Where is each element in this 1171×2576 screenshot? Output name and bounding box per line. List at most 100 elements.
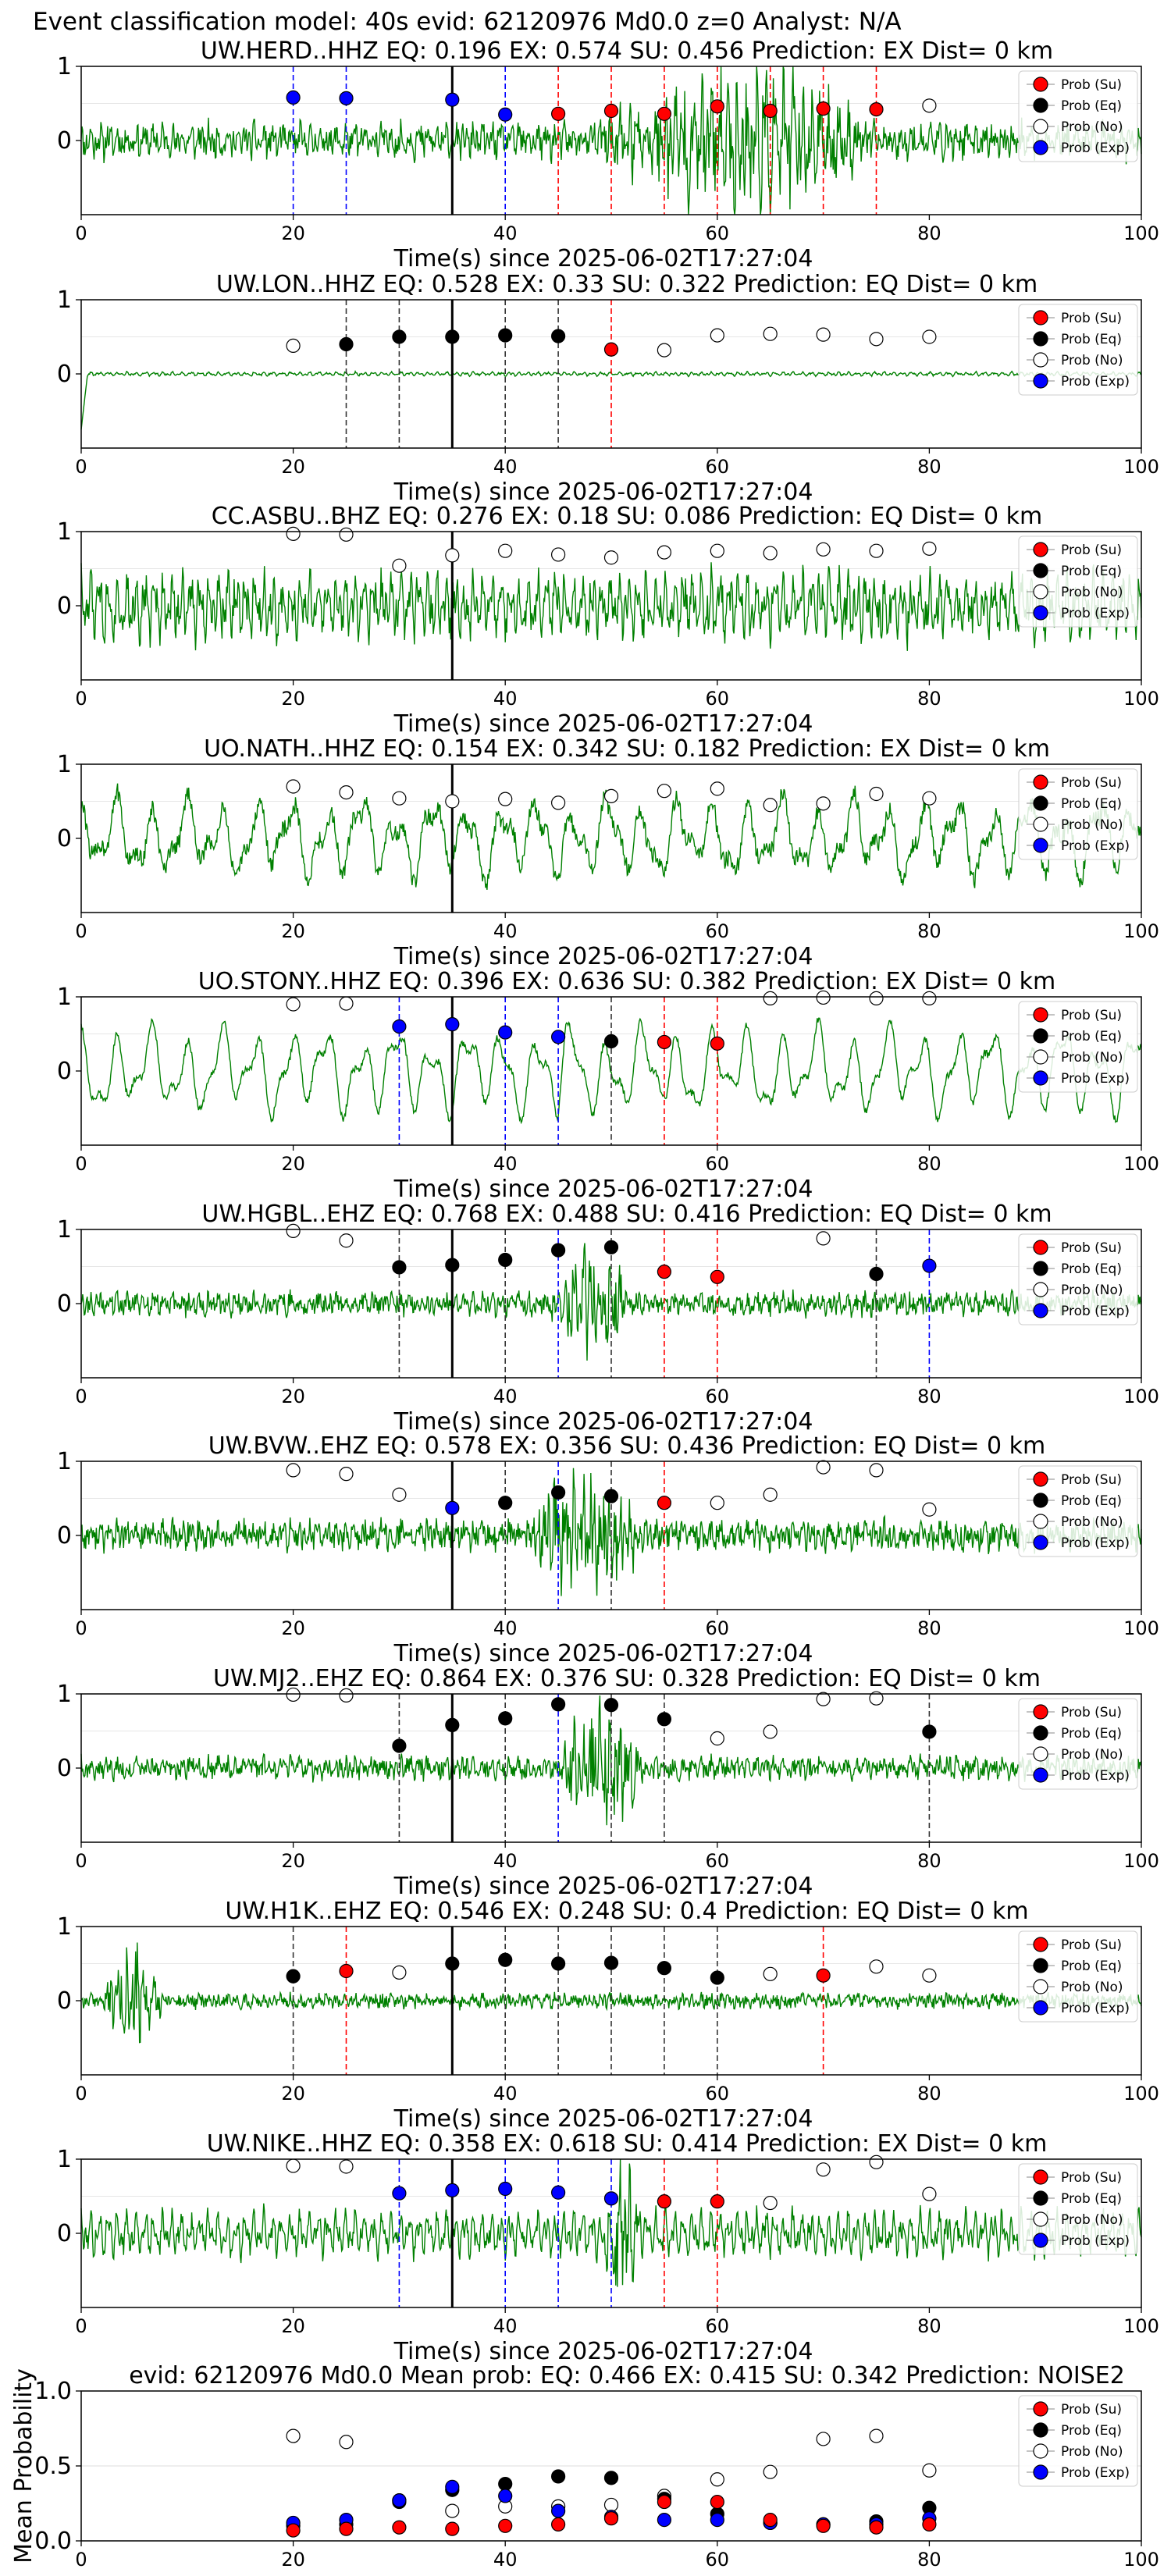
prob-marker bbox=[498, 792, 513, 806]
legend-label: Prob (No) bbox=[1061, 585, 1123, 600]
prob-marker bbox=[286, 1463, 301, 1478]
prob-marker bbox=[869, 991, 884, 1006]
y-tick-label: 1 bbox=[57, 1448, 72, 1475]
legend-marker bbox=[1033, 76, 1048, 92]
prob-marker bbox=[869, 1266, 884, 1282]
legend-box bbox=[1018, 1233, 1138, 1325]
x-tick-label: 20 bbox=[281, 688, 305, 710]
x-tick-label: 0 bbox=[75, 1386, 87, 1407]
mean-prob-marker bbox=[550, 2469, 566, 2484]
prob-marker bbox=[816, 2162, 831, 2177]
prob-marker bbox=[550, 547, 566, 562]
panel: 0 20 40 60 80 100 1 0 UW.LON..HHZ EQ: 0.528 EX: … bbox=[57, 271, 1159, 506]
y-tick-label: 1 bbox=[57, 984, 72, 1011]
x-tick-label: 20 bbox=[281, 456, 305, 478]
panel-title: UW.H1K..EHZ EQ: 0.546 EX: 0.248 SU: 0.4 … bbox=[225, 1898, 1028, 1925]
x-tick-label: 40 bbox=[493, 2315, 518, 2337]
prob-marker bbox=[763, 103, 778, 119]
y-tick-label: 1 bbox=[57, 751, 72, 778]
prob-marker bbox=[922, 541, 937, 556]
legend-box bbox=[1018, 1465, 1138, 1557]
prob-marker bbox=[922, 1502, 937, 1517]
panel: 0 20 40 60 80 100 1 0 UW.HERD..HHZ EQ: 0.196 EX:… bbox=[57, 37, 1159, 272]
x-tick-label: 60 bbox=[706, 456, 730, 478]
prob-marker bbox=[286, 1969, 301, 1984]
prob-marker bbox=[816, 101, 831, 116]
legend-label: Prob (Exp) bbox=[1061, 2465, 1130, 2481]
mean-prob-marker bbox=[657, 2494, 672, 2510]
legend-marker bbox=[1033, 1070, 1048, 1086]
x-axis-label: Time(s) since 2025-06-02T17:27:04 bbox=[393, 479, 813, 506]
legend-label: Prob (No) bbox=[1061, 1283, 1123, 1298]
legend-box bbox=[1018, 2395, 1138, 2487]
legend-label: Prob (Su) bbox=[1061, 1937, 1122, 1953]
mean-prob-marker bbox=[869, 2428, 884, 2443]
mean-prob-marker bbox=[498, 2518, 513, 2533]
x-axis-label: Time(s) since 2025-06-02T17:27:04 bbox=[393, 710, 813, 738]
prob-marker bbox=[763, 798, 778, 813]
prob-marker bbox=[869, 1691, 884, 1706]
prob-marker bbox=[445, 548, 460, 563]
x-tick-label: 60 bbox=[706, 1386, 730, 1407]
x-tick-label: 0 bbox=[75, 456, 87, 478]
legend-marker bbox=[1033, 1007, 1048, 1023]
legend-label: Prob (Su) bbox=[1061, 1705, 1122, 1720]
prob-marker bbox=[286, 779, 301, 794]
legend-marker bbox=[1033, 2422, 1048, 2438]
prob-marker bbox=[392, 1260, 407, 1275]
prob-marker bbox=[286, 526, 301, 541]
mean-prob-marker bbox=[657, 2513, 672, 2528]
x-tick-label: 0 bbox=[75, 222, 87, 244]
y-tick-label: 1 bbox=[57, 518, 72, 546]
x-tick-label: 80 bbox=[917, 688, 941, 710]
x-tick-label: 100 bbox=[1123, 2549, 1159, 2571]
prob-marker bbox=[922, 1968, 937, 1983]
x-tick-label: 100 bbox=[1123, 1850, 1159, 1872]
legend-marker bbox=[1033, 1704, 1048, 1720]
legend-marker bbox=[1033, 817, 1048, 832]
legend-label: Prob (Exp) bbox=[1061, 2233, 1130, 2249]
prob-marker bbox=[339, 785, 354, 800]
mean-prob-marker bbox=[922, 2463, 937, 2478]
prob-marker bbox=[445, 794, 460, 809]
mean-prob-marker bbox=[816, 2518, 831, 2533]
panel: 0 20 40 60 80 100 1 0 UW.H1K..EHZ EQ: 0.546 EX: … bbox=[57, 1898, 1159, 2133]
waveform-trace bbox=[80, 1017, 1142, 1125]
prob-marker bbox=[286, 1223, 301, 1239]
legend-label: Prob (No) bbox=[1061, 1980, 1123, 1995]
legend-label: Prob (Exp) bbox=[1061, 374, 1130, 390]
mean-prob-marker bbox=[339, 2435, 354, 2450]
prob-marker bbox=[550, 795, 566, 810]
legend-label: Prob (Eq) bbox=[1061, 1261, 1122, 1277]
legend-label: Prob (No) bbox=[1061, 2444, 1123, 2460]
legend-marker bbox=[1033, 1282, 1048, 1297]
prob-marker bbox=[286, 338, 301, 353]
x-tick-label: 100 bbox=[1123, 1153, 1159, 1175]
prob-marker bbox=[286, 1687, 301, 1703]
panel: 0 20 40 60 80 100 1 0 UW.BVW..EHZ EQ: 0.578 EX: … bbox=[57, 1432, 1159, 1667]
panel: 0 20 40 60 80 100 1 0 UW.NIKE..HHZ EQ: 0.358 EX:… bbox=[57, 2130, 1159, 2365]
legend-box bbox=[1018, 1698, 1138, 1790]
legend-box bbox=[1018, 70, 1138, 162]
mean-prob-marker bbox=[603, 2471, 619, 2485]
panel-title: UW.NIKE..HHZ EQ: 0.358 EX: 0.618 SU: 0.4… bbox=[207, 2130, 1048, 2158]
prob-marker bbox=[550, 1697, 566, 1712]
prob-marker bbox=[710, 328, 724, 343]
x-tick-label: 80 bbox=[917, 2315, 941, 2337]
legend-label: Prob (No) bbox=[1061, 1747, 1123, 1763]
prob-marker bbox=[657, 1961, 672, 1976]
x-axis-label: Time(s) since 2025-06-02T17:27:04 bbox=[393, 1873, 813, 1900]
legend-marker bbox=[1033, 542, 1048, 557]
legend-marker bbox=[1033, 2000, 1048, 2016]
prob-marker bbox=[869, 786, 884, 802]
legend-marker bbox=[1033, 2211, 1048, 2227]
prob-marker bbox=[763, 1724, 778, 1739]
prob-marker bbox=[603, 342, 619, 357]
prob-marker bbox=[339, 1963, 354, 1979]
y-tick-label: 0 bbox=[57, 592, 72, 620]
legend-label: Prob (Su) bbox=[1061, 311, 1122, 326]
prob-marker bbox=[763, 1966, 778, 1981]
x-tick-label: 40 bbox=[493, 1617, 518, 1639]
x-tick-label: 60 bbox=[706, 1617, 730, 1639]
panel: 0 20 40 60 80 100 1 0 UO.NATH..HHZ EQ: 0.154 EX:… bbox=[57, 735, 1159, 970]
